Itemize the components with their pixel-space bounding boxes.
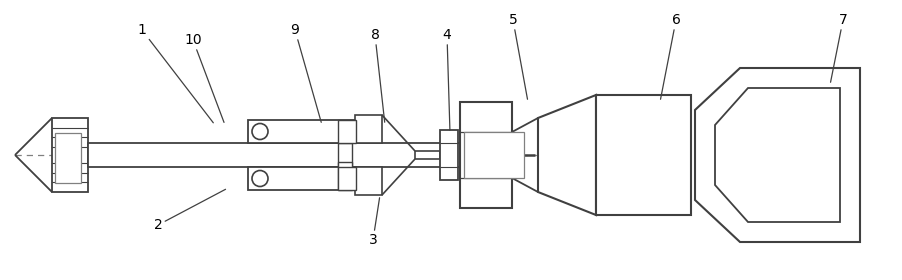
Text: 10: 10 — [184, 33, 224, 122]
Bar — [337, 167, 355, 190]
Bar — [52, 118, 87, 192]
Bar — [354, 167, 382, 195]
Bar — [595, 95, 690, 215]
Bar — [354, 115, 382, 143]
Bar — [248, 120, 355, 143]
Circle shape — [252, 171, 268, 186]
Polygon shape — [538, 95, 595, 215]
Bar — [415, 151, 439, 159]
Bar — [459, 102, 511, 208]
Bar — [337, 120, 355, 143]
Text: 3: 3 — [368, 198, 379, 247]
Bar — [464, 132, 523, 178]
Text: 6: 6 — [659, 13, 680, 99]
Bar — [439, 130, 457, 180]
Text: 5: 5 — [508, 13, 527, 99]
Bar — [87, 143, 487, 167]
Text: 9: 9 — [290, 23, 321, 122]
Bar — [337, 162, 352, 190]
Bar — [337, 143, 352, 171]
Text: 2: 2 — [153, 189, 226, 232]
Polygon shape — [695, 68, 859, 242]
Bar — [248, 167, 355, 190]
Text: 7: 7 — [830, 13, 846, 82]
Bar — [55, 133, 81, 183]
Text: 1: 1 — [137, 23, 213, 123]
Polygon shape — [714, 88, 839, 222]
Text: 4: 4 — [442, 28, 451, 130]
Circle shape — [252, 123, 268, 139]
Text: 8: 8 — [370, 28, 384, 122]
